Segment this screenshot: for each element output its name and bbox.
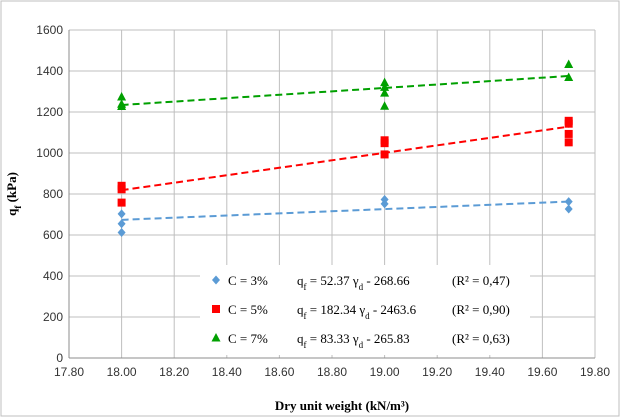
equation-subscript: d: [365, 311, 370, 321]
equation-subscript: d: [359, 282, 364, 292]
equation-subscript: f: [304, 340, 307, 350]
legend: C = 3% qf = 52.37 γd - 268.66 (R² = 0,47)C…: [200, 265, 530, 355]
data-point: [380, 136, 389, 145]
data-point: [564, 72, 574, 82]
x-tick-label: 19.40: [475, 365, 505, 379]
data-point: [564, 138, 573, 147]
legend-series-name: C = 7%: [228, 331, 268, 346]
data-point: [564, 116, 573, 125]
equation-middle: = 52.37 γ: [307, 273, 359, 288]
legend-equation: qf = 83.33 γd - 265.83: [297, 331, 410, 350]
legend-equation: qf = 52.37 γd - 268.66: [297, 273, 410, 292]
y-tick-label: 0: [56, 351, 63, 365]
trendline: [121, 125, 569, 192]
y-tick-label: 1200: [36, 105, 63, 119]
x-tick-label: 18.00: [107, 365, 137, 379]
data-point: [380, 77, 390, 87]
tick-labels: 17.80 18.00 18.20 18.40 18.60 18.80 19.00 19.20…: [36, 23, 610, 379]
y-axis-title: qf (kPa): [4, 172, 23, 216]
trendline: [121, 74, 569, 107]
data-points: [117, 59, 574, 238]
legend-marker: [212, 275, 220, 285]
data-point: [380, 195, 389, 205]
data-point: [564, 204, 573, 214]
equation-subscript: f: [304, 311, 307, 321]
y-tick-label: 1400: [36, 64, 63, 78]
data-point: [380, 101, 390, 110]
x-axis-title: Dry unit weight (kN/m³): [275, 398, 409, 413]
legend-r-squared: (R² = 0,63): [452, 331, 510, 346]
data-point: [564, 197, 573, 207]
x-tick-label: 19.00: [370, 365, 400, 379]
x-tick-label: 18.80: [317, 365, 347, 379]
data-point: [117, 228, 126, 238]
trendline: [121, 200, 569, 221]
data-point: [117, 209, 126, 219]
data-point: [564, 129, 573, 138]
equation-var: q: [297, 331, 304, 346]
equation-subscript: d: [359, 340, 364, 350]
data-point: [380, 82, 390, 91]
equation-tail: - 2463.6: [370, 302, 417, 317]
legend-r-squared: (R² = 0,47): [452, 273, 510, 288]
trendlines: [121, 74, 569, 221]
x-tick-label: 18.20: [159, 365, 189, 379]
equation-tail: - 265.83: [363, 331, 410, 346]
data-point: [117, 198, 126, 207]
legend-equation: qf = 182.34 γd - 2463.6: [297, 302, 417, 321]
equation-tail: - 268.66: [363, 273, 410, 288]
x-tick-label: 17.80: [54, 365, 84, 379]
x-tick-label: 18.60: [264, 365, 294, 379]
x-tick-label: 19.20: [422, 365, 452, 379]
equation-middle: = 83.33 γ: [307, 331, 359, 346]
x-tick-label: 19.60: [527, 365, 557, 379]
legend-marker: [212, 305, 220, 313]
y-tick-label: 600: [43, 228, 63, 242]
data-point: [117, 92, 127, 101]
x-tick-label: 19.80: [580, 365, 610, 379]
y-tick-label: 400: [43, 269, 63, 283]
data-point: [380, 88, 390, 97]
data-point: [117, 99, 127, 108]
y-tick-label: 800: [43, 187, 63, 201]
legend-box: [200, 265, 530, 355]
equation-subscript: f: [304, 282, 307, 292]
legend-series-name: C = 3%: [228, 273, 268, 288]
legend-series-name: C = 5%: [228, 302, 268, 317]
y-tick-label: 1600: [36, 23, 63, 37]
data-point: [380, 150, 389, 159]
y-tick-label: 200: [43, 310, 63, 324]
legend-r-squared: (R² = 0,90): [452, 302, 510, 317]
data-point: [117, 219, 126, 229]
y-tick-label: 1000: [36, 146, 63, 160]
x-tick-label: 18.40: [212, 365, 242, 379]
data-point: [117, 181, 126, 190]
equation-var: q: [297, 273, 304, 288]
legend-marker: [211, 333, 221, 342]
data-point: [564, 59, 574, 68]
equation-var: q: [297, 302, 304, 317]
equation-middle: = 182.34 γ: [307, 302, 366, 317]
